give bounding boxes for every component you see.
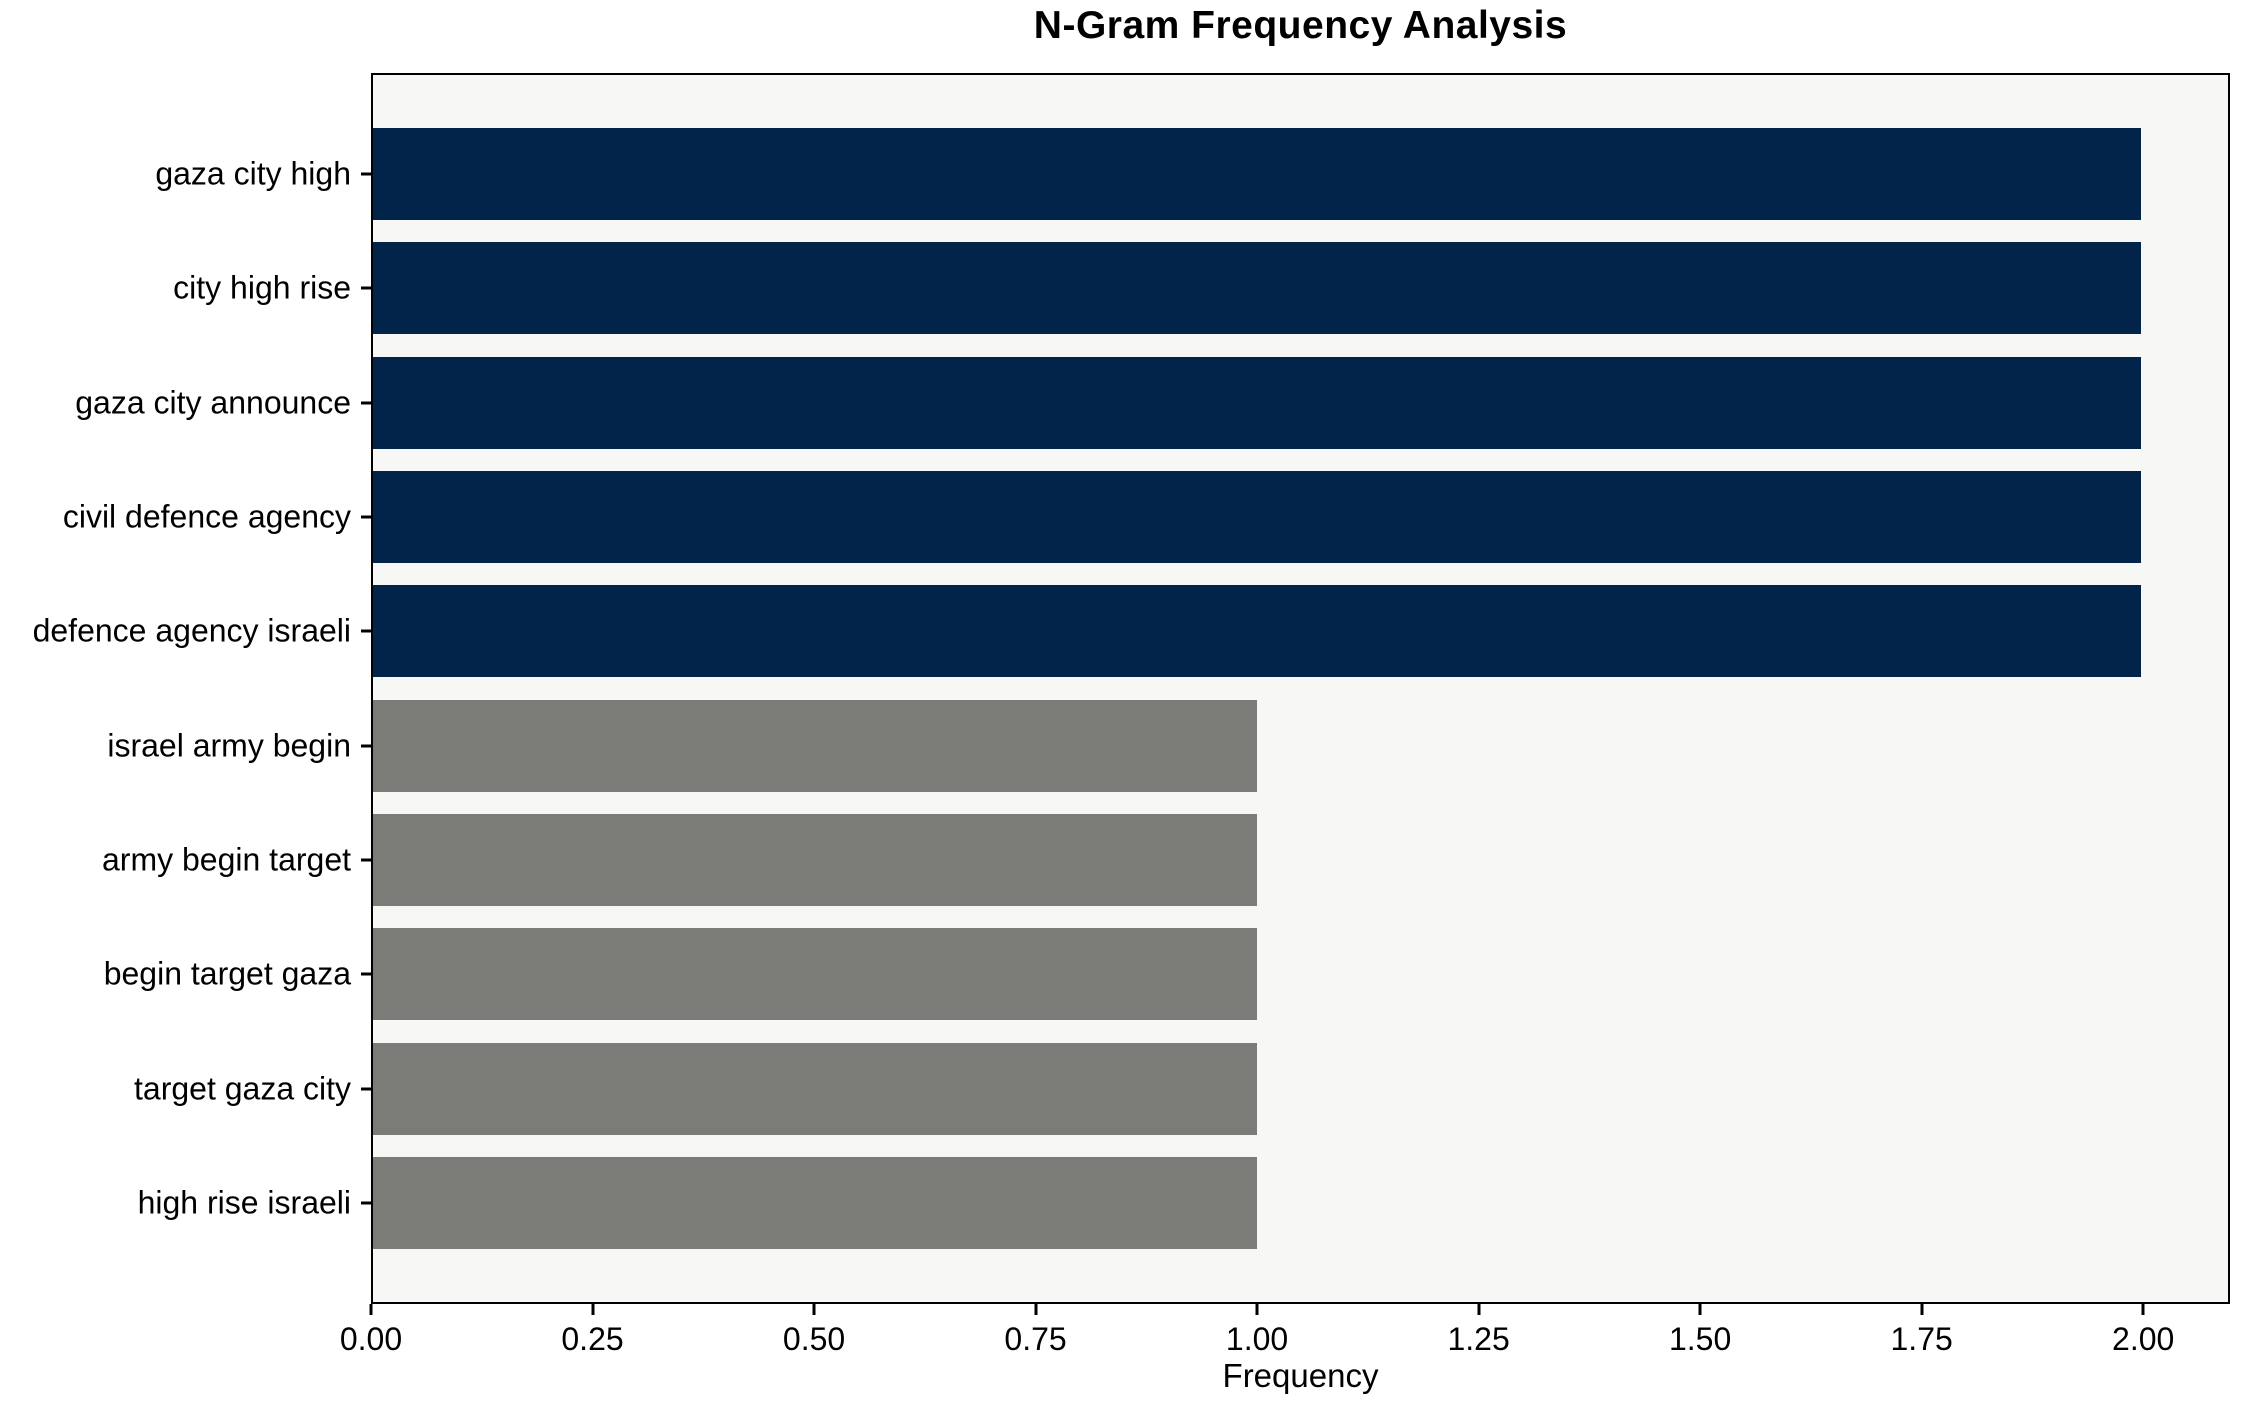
x-tick-label: 1.75 — [1890, 1321, 1953, 1357]
x-tick-label: 0.25 — [561, 1321, 624, 1357]
bar — [373, 1156, 1258, 1249]
y-tick-mark — [361, 1087, 371, 1091]
x-tick-mark — [369, 1304, 373, 1315]
bar — [373, 699, 1258, 792]
bar — [373, 242, 2142, 335]
bar-row: begin target gaza — [104, 917, 2228, 1031]
x-tick-mark — [1920, 1304, 1924, 1315]
y-tick-mark — [361, 858, 371, 862]
x-tick-label: 0.00 — [339, 1321, 403, 1357]
bar — [373, 813, 1258, 906]
y-tick-mark — [361, 744, 371, 748]
bar-row: israel army begin — [107, 688, 2228, 802]
y-tick-mark — [361, 972, 371, 976]
x-tick-mark — [1477, 1304, 1481, 1315]
y-tick-mark — [361, 401, 371, 405]
y-tick-label: city high rise — [173, 269, 351, 306]
y-tick-label: civil defence agency — [62, 498, 351, 535]
bar-row: civil defence agency — [63, 460, 2228, 574]
bar — [373, 1042, 1258, 1135]
y-tick-label: gaza city high — [155, 155, 351, 192]
x-tick-label: 0.50 — [782, 1321, 846, 1357]
bar — [373, 471, 2142, 564]
bar-row: army begin target — [102, 803, 2228, 917]
bar-row: target gaza city — [134, 1031, 2228, 1145]
x-tick-label: 1.25 — [1447, 1321, 1510, 1357]
x-tick-mark — [1034, 1304, 1038, 1315]
bars-container: gaza city high city high rise gaza city an… — [33, 75, 2228, 1302]
bar-row: defence agency israeli — [33, 574, 2228, 688]
x-tick-mark — [2141, 1304, 2145, 1315]
x-tick-label: 1.50 — [1668, 1321, 1732, 1357]
bar — [373, 585, 2142, 678]
x-tick-label: 1.00 — [1225, 1321, 1289, 1357]
bar — [373, 356, 2142, 449]
y-tick-mark — [361, 629, 371, 633]
bar-row: gaza city high — [155, 117, 2228, 231]
y-tick-label: gaza city announce — [75, 384, 351, 421]
bar — [373, 128, 2142, 221]
y-tick-label: target gaza city — [134, 1070, 351, 1107]
chart-title: N-Gram Frequency Analysis — [1033, 4, 1568, 47]
y-tick-label: israel army begin — [107, 727, 351, 764]
bar-row: gaza city announce — [75, 346, 2228, 460]
bar-row: high rise israeli — [138, 1146, 2228, 1260]
y-tick-label: army begin target — [101, 841, 351, 878]
bar-row: city high rise — [173, 231, 2228, 345]
y-tick-label: high rise israeli — [137, 1184, 351, 1221]
y-tick-mark — [361, 172, 371, 176]
y-tick-label: defence agency israeli — [32, 612, 351, 649]
y-tick-mark — [361, 515, 371, 519]
x-tick-label: 0.75 — [1004, 1321, 1067, 1357]
y-tick-mark — [361, 1201, 371, 1205]
x-tick-mark — [1255, 1304, 1259, 1315]
x-tick-label: 2.00 — [2112, 1321, 2175, 1357]
plot-area: gaza city high city high rise gaza city an… — [33, 73, 2230, 1304]
x-tick-mark — [591, 1304, 595, 1315]
x-axis-title: Frequency — [1222, 1357, 1379, 1394]
bar — [373, 928, 1258, 1021]
x-tick-mark — [812, 1304, 816, 1315]
x-tick-mark — [1698, 1304, 1702, 1315]
y-tick-mark — [361, 286, 371, 290]
y-tick-label: begin target gaza — [103, 955, 351, 992]
